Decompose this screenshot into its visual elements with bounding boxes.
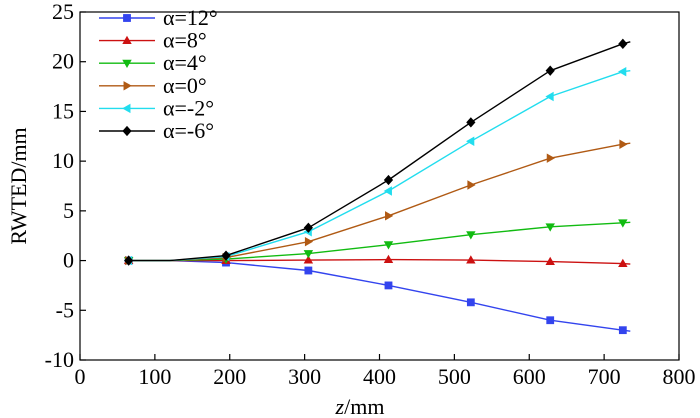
series-point [618,66,627,77]
series-point [122,103,131,114]
x-axis-label: z/mm [335,394,385,418]
y-tick-label: 10 [52,148,74,173]
legend-label: α=-2° [163,95,214,120]
y-tick-label: 5 [63,198,74,223]
y-tick-label: -5 [56,297,74,322]
x-tick-label: 400 [363,364,396,389]
legend: α=12°α=8°α=4°α=0°α=-2°α=-6° [99,5,218,143]
legend-label: α=-6° [163,118,214,143]
legend-label: α=12° [163,5,218,30]
series-point [384,281,393,290]
series-point [385,211,394,221]
series-point [304,266,313,275]
x-tick-label: 100 [138,364,171,389]
series-point [618,38,628,49]
series-point [123,81,132,91]
x-tick-label: 500 [438,364,471,389]
series-point [546,316,555,325]
series-point [545,65,555,76]
series-point [545,256,555,266]
series-point [466,255,476,264]
series-point [303,222,313,233]
x-tick-label: 200 [213,364,246,389]
series-point [618,219,628,228]
x-axis-label-unit: /mm [344,394,384,418]
series-point [122,125,132,137]
y-tick-label: -10 [45,347,74,372]
series-point [546,153,556,163]
series-point [618,326,627,335]
x-tick-label: 700 [588,364,621,389]
series-point [618,258,628,268]
series-point [466,298,475,307]
x-tick-label: 600 [513,364,546,389]
legend-label: α=8° [163,28,207,53]
series-point [466,117,476,128]
y-tick-label: 15 [52,98,74,123]
series-point [122,35,132,45]
series-point [545,223,555,232]
series-point [383,241,394,250]
plot-series [123,38,631,335]
y-tick-label: 25 [52,0,74,24]
series-point [467,180,476,190]
x-axis-label-variable: z [335,394,345,418]
y-tick-label: 20 [52,49,74,74]
series-point [383,254,394,264]
series-point [123,14,131,22]
x-tick-label: 800 [663,364,696,389]
series-point [545,91,554,102]
series-point [221,250,231,261]
y-axis-label: RWTED/mm [6,127,31,244]
series-point [466,136,475,146]
series-point [619,139,628,149]
series-point [383,186,392,196]
series-point [383,174,394,186]
series-point [122,59,132,69]
series-point [124,255,134,266]
series-point [466,231,476,240]
x-tick-label: 300 [288,364,321,389]
y-tick-label: 0 [63,248,74,273]
legend-label: α=4° [163,50,207,75]
series-point [303,250,314,259]
x-tick-label: 0 [75,364,86,389]
series-point [304,236,314,247]
series-point [303,255,314,264]
legend-label: α=0° [163,73,207,98]
axis-ticks: 0 100 200 300 400 500 600 700 800 -10 -5 0 5 10 15 20 25 [45,0,696,389]
